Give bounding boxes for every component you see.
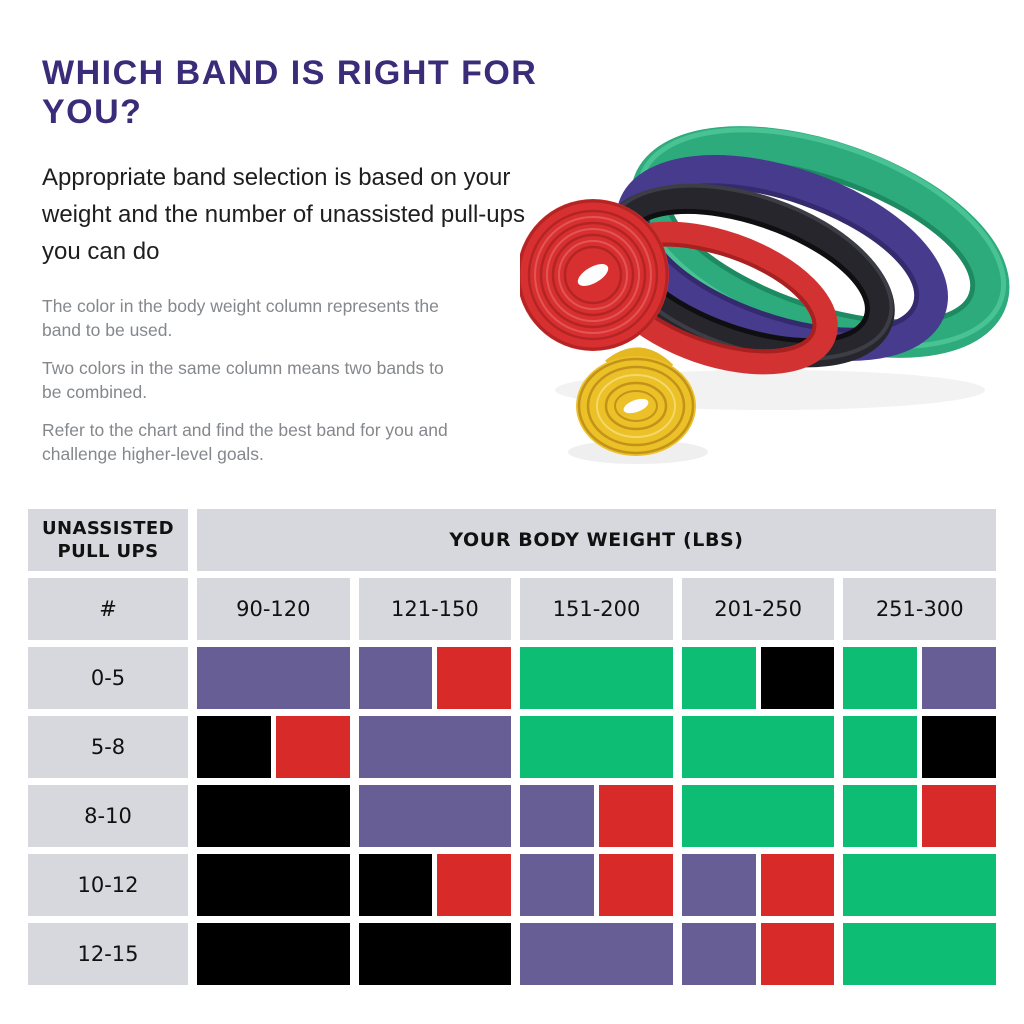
band-cell-0-5-201-250 — [681, 647, 835, 709]
purple-band-swatch — [358, 716, 512, 778]
band-cell-10-12-90-120 — [197, 854, 350, 916]
resistance-bands-illustration — [520, 126, 1010, 464]
purple-band-swatch — [197, 647, 350, 709]
green-band-swatch — [681, 785, 835, 847]
purple-band-swatch — [520, 785, 594, 847]
table-header-body-weight: YOUR BODY WEIGHT (LBS) — [197, 509, 996, 571]
note-two-colors: Two colors in the same column means two … — [42, 358, 444, 402]
green-band-swatch — [520, 647, 673, 709]
black-band-swatch — [760, 647, 835, 709]
pullups-row-label-8-10: 8-10 — [28, 785, 188, 847]
band-cell-12-15-121-150 — [358, 923, 512, 985]
band-selection-table: UNASSISTED PULL UPS YOUR BODY WEIGHT (LB… — [28, 509, 997, 985]
pullups-row-label-12-15: 12-15 — [28, 923, 188, 985]
red-band-swatch — [922, 785, 997, 847]
red-band-swatch — [599, 785, 673, 847]
red-band-coil — [520, 199, 669, 351]
band-cell-8-10-90-120 — [197, 785, 350, 847]
red-band-swatch — [437, 647, 512, 709]
weight-column-header-201-250: 201-250 — [681, 578, 835, 640]
band-cell-12-15-90-120 — [197, 923, 350, 985]
green-band-swatch — [843, 785, 918, 847]
band-cell-10-12-121-150 — [358, 854, 512, 916]
purple-band-swatch — [520, 854, 594, 916]
weight-column-header-151-200: 151-200 — [520, 578, 673, 640]
red-band-swatch — [760, 923, 835, 985]
pullups-row-label-0-5: 0-5 — [28, 647, 188, 709]
weight-column-header-90-120: 90-120 — [197, 578, 350, 640]
red-band-swatch — [760, 854, 835, 916]
weight-column-header-251-300: 251-300 — [843, 578, 996, 640]
green-band-swatch — [681, 716, 835, 778]
band-cell-12-15-151-200 — [520, 923, 673, 985]
red-band-swatch — [599, 854, 673, 916]
purple-band-swatch — [520, 923, 673, 985]
band-cell-0-5-90-120 — [197, 647, 350, 709]
purple-band-swatch — [681, 923, 756, 985]
green-band-swatch — [843, 716, 918, 778]
green-band-swatch — [843, 854, 996, 916]
band-cell-10-12-201-250 — [681, 854, 835, 916]
band-cell-12-15-201-250 — [681, 923, 835, 985]
red-band-swatch — [437, 854, 512, 916]
purple-band-swatch — [358, 785, 512, 847]
pullups-row-label-5-8: 5-8 — [28, 716, 188, 778]
band-cell-0-5-151-200 — [520, 647, 673, 709]
table-header-hash: # — [28, 578, 188, 640]
green-band-swatch — [681, 647, 756, 709]
band-cell-5-8-121-150 — [358, 716, 512, 778]
black-band-swatch — [197, 785, 350, 847]
band-cell-8-10-121-150 — [358, 785, 512, 847]
band-cell-5-8-201-250 — [681, 716, 835, 778]
band-cell-0-5-121-150 — [358, 647, 512, 709]
black-band-swatch — [358, 923, 512, 985]
subtitle: Appropriate band selection is based on y… — [42, 164, 525, 265]
intro-section: WHICH BAND IS RIGHT FOR YOU? Appropriate… — [42, 54, 582, 480]
band-cell-12-15-251-300 — [843, 923, 996, 985]
page-title: WHICH BAND IS RIGHT FOR YOU? — [42, 54, 538, 131]
table-header-pullups: UNASSISTED PULL UPS — [28, 509, 188, 571]
note-color-meaning: The color in the body weight column repr… — [42, 296, 439, 340]
black-band-swatch — [197, 923, 350, 985]
green-band-swatch — [843, 923, 996, 985]
band-cell-8-10-201-250 — [681, 785, 835, 847]
band-cell-10-12-251-300 — [843, 854, 996, 916]
purple-band-swatch — [922, 647, 997, 709]
purple-band-swatch — [681, 854, 756, 916]
black-band-swatch — [358, 854, 433, 916]
band-cell-5-8-151-200 — [520, 716, 673, 778]
band-cell-0-5-251-300 — [843, 647, 997, 709]
band-cell-5-8-90-120 — [197, 716, 350, 778]
resistance-bands-photo — [520, 90, 1020, 478]
band-cell-10-12-151-200 — [520, 854, 673, 916]
purple-band-swatch — [358, 647, 433, 709]
band-cell-8-10-151-200 — [520, 785, 673, 847]
black-band-swatch — [922, 716, 997, 778]
yellow-band-coil — [576, 347, 696, 456]
green-band-swatch — [520, 716, 673, 778]
green-band-swatch — [843, 647, 918, 709]
weight-column-header-121-150: 121-150 — [358, 578, 512, 640]
black-band-swatch — [197, 716, 271, 778]
black-band-swatch — [197, 854, 350, 916]
pullups-row-label-10-12: 10-12 — [28, 854, 188, 916]
band-cell-5-8-251-300 — [843, 716, 997, 778]
red-band-swatch — [275, 716, 350, 778]
note-refer-chart: Refer to the chart and find the best ban… — [42, 420, 448, 464]
band-cell-8-10-251-300 — [843, 785, 997, 847]
